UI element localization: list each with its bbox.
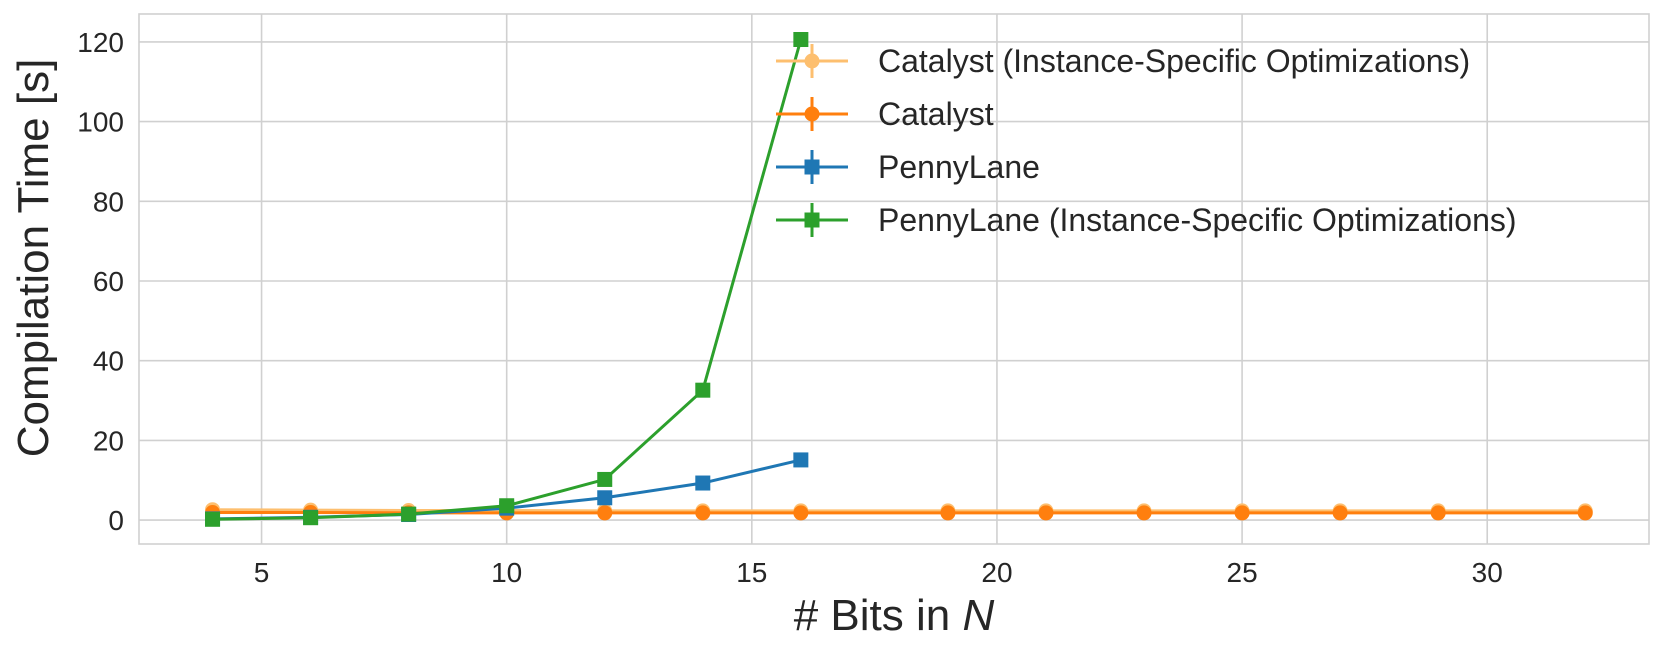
data-point bbox=[695, 505, 711, 521]
data-point bbox=[793, 505, 809, 521]
data-point bbox=[1038, 505, 1054, 521]
legend-label: PennyLane bbox=[878, 149, 1040, 185]
data-point bbox=[1577, 505, 1593, 521]
series-3 bbox=[205, 32, 809, 527]
data-point bbox=[303, 510, 319, 526]
data-point bbox=[597, 505, 613, 521]
data-point bbox=[940, 505, 956, 521]
x-axis-label: # Bits in N bbox=[794, 591, 995, 640]
legend: Catalyst (Instance-Specific Optimization… bbox=[776, 43, 1517, 238]
y-tick-label: 20 bbox=[93, 425, 124, 456]
legend-marker bbox=[804, 106, 820, 122]
y-tick-label: 40 bbox=[93, 346, 124, 377]
legend-marker bbox=[804, 159, 820, 175]
legend-label: Catalyst (Instance-Specific Optimization… bbox=[878, 43, 1470, 79]
y-tick-label: 0 bbox=[108, 505, 124, 536]
x-tick-label: 10 bbox=[491, 557, 522, 588]
legend-entry: Catalyst (Instance-Specific Optimization… bbox=[776, 43, 1470, 79]
data-point bbox=[695, 475, 711, 491]
tick-labels: 5 10 15 20 25 30 0 20 40 60 80 100 120 bbox=[77, 27, 1503, 588]
y-tick-label: 60 bbox=[93, 266, 124, 297]
data-point bbox=[597, 471, 613, 487]
plot-frame bbox=[138, 13, 1650, 545]
y-tick-label: 80 bbox=[93, 186, 124, 217]
x-tick-label: 30 bbox=[1472, 557, 1503, 588]
legend-entry: PennyLane bbox=[776, 149, 1040, 185]
data-point bbox=[695, 382, 711, 398]
series-line bbox=[212, 508, 1586, 513]
x-tick-label: 15 bbox=[736, 557, 767, 588]
legend-label: PennyLane (Instance-Specific Optimizatio… bbox=[878, 202, 1517, 238]
data-point bbox=[793, 32, 809, 48]
data-point bbox=[205, 511, 221, 527]
data-point bbox=[1234, 505, 1250, 521]
y-tick-label: 100 bbox=[77, 107, 124, 138]
y-tick-label: 120 bbox=[77, 27, 124, 58]
series-layer bbox=[205, 32, 1593, 527]
data-point bbox=[499, 498, 515, 514]
data-point bbox=[793, 452, 809, 468]
plot-background bbox=[139, 14, 1649, 544]
x-tick-label: 20 bbox=[981, 557, 1012, 588]
data-point bbox=[1332, 505, 1348, 521]
legend-marker bbox=[804, 212, 820, 228]
data-point bbox=[1430, 505, 1446, 521]
data-point bbox=[597, 490, 613, 506]
x-tick-label: 5 bbox=[254, 557, 270, 588]
legend-label: Catalyst bbox=[878, 96, 994, 132]
data-point bbox=[1136, 505, 1152, 521]
grid-lines bbox=[139, 14, 1649, 544]
x-tick-label: 25 bbox=[1227, 557, 1258, 588]
y-axis-label: Compilation Time [s] bbox=[9, 59, 58, 458]
data-point bbox=[401, 506, 417, 522]
legend-entry: Catalyst bbox=[776, 96, 994, 132]
legend-entry: PennyLane (Instance-Specific Optimizatio… bbox=[776, 202, 1517, 238]
legend-marker bbox=[804, 53, 820, 69]
